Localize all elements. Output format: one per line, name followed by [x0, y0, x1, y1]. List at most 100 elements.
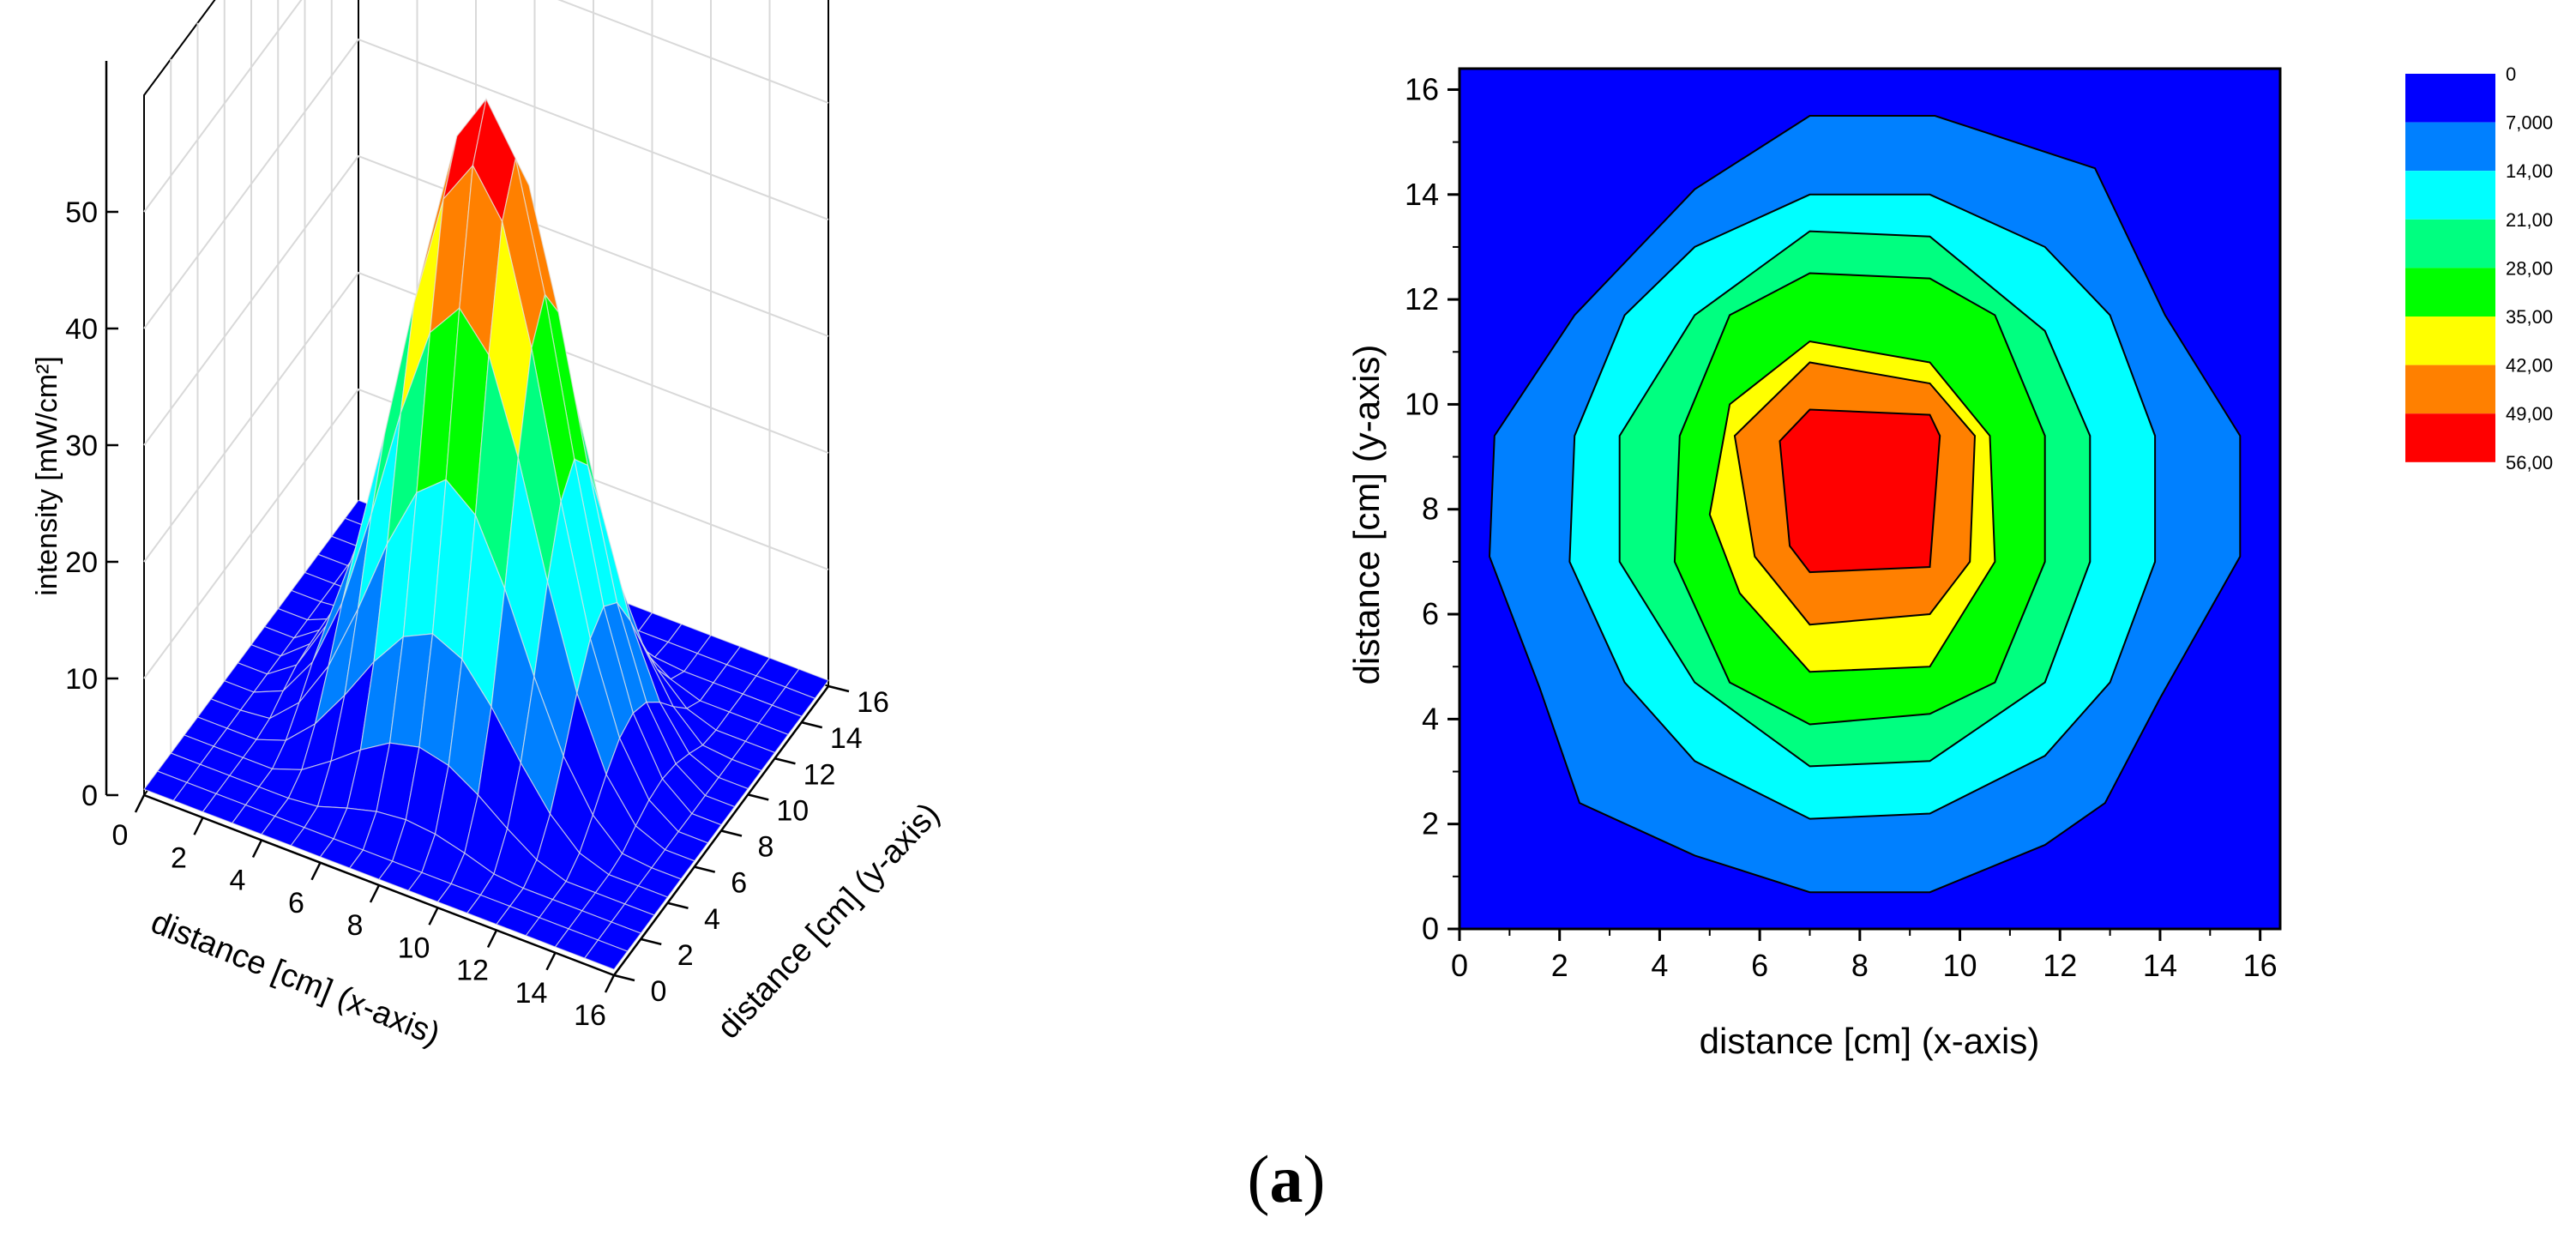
contour-x-tick-label: 4	[1651, 948, 1668, 983]
surface-patch	[583, 939, 629, 970]
contour-y-tick-label: 14	[1405, 177, 1439, 212]
contour-y-tick-label: 12	[1405, 281, 1439, 317]
contour-x-tick-label: 10	[1943, 948, 1977, 983]
surface-z-tick-label: 20	[65, 546, 98, 579]
surface-z-gridline	[143, 154, 829, 446]
contour-band-49	[1779, 408, 1941, 574]
surface-x-tick-label: 0	[112, 819, 129, 852]
surface-y-tick	[694, 865, 716, 873]
surface-z-gridline	[143, 38, 829, 329]
legend-swatch-0	[2405, 74, 2495, 123]
surface-y-tick-label: 2	[677, 939, 694, 972]
contour-y-tick-label: 6	[1422, 596, 1439, 631]
contour-x-axis-label: distance [cm] (x-axis)	[1700, 1021, 2040, 1061]
legend-swatch-6	[2405, 365, 2495, 414]
legend-level-label: 21,00	[2506, 209, 2553, 231]
surface-x-tick-label: 10	[398, 932, 430, 964]
surface-x-tick	[486, 929, 498, 949]
legend-level-label: 7,000	[2506, 112, 2553, 134]
contour-y-tick-label: 4	[1422, 701, 1439, 736]
surface-z-gridline	[143, 388, 829, 679]
surface-y-tick-label: 8	[758, 831, 774, 864]
figure-caption: (a)	[1247, 1142, 1326, 1216]
surface-z-tick-label: 30	[65, 430, 98, 462]
contour-ticks: 0 2 4 6 8 10 12 14 16 0 2 4 6 8 10 12 14 16	[1405, 71, 2278, 983]
surface-z-gridline	[143, 0, 829, 213]
surface-z-gridline	[143, 271, 829, 563]
surface-x-tick	[428, 907, 439, 925]
surface-x-tick	[604, 974, 616, 993]
contour-x-tick-label: 0	[1451, 948, 1468, 983]
legend-level-label: 35,00	[2506, 306, 2553, 328]
contour-y-tick-label: 8	[1422, 491, 1439, 527]
surface-x-tick	[134, 794, 146, 813]
contour-legend: 0 7,000 14,00 21,00 28,00 35,00 42,00 49,00 56,0…	[2405, 63, 2553, 473]
surface-x-tick-label: 14	[515, 977, 548, 1010]
surface-x-tick	[369, 884, 381, 903]
contour-y-tick-label: 16	[1405, 71, 1439, 106]
contour-plot-frame	[1458, 67, 2282, 931]
figure-caption-letter: a	[1269, 1142, 1303, 1216]
surface-y-tick-label: 0	[651, 975, 667, 1008]
legend-swatch-3	[2405, 219, 2495, 268]
legend-swatch-2	[2405, 171, 2495, 220]
contour-y-tick-label: 10	[1405, 386, 1439, 421]
surface-y-tick	[828, 684, 850, 693]
contour-x-tick-label: 8	[1851, 948, 1869, 983]
surface-x-axis-label: distance [cm] (x-axis)	[146, 904, 445, 1052]
contour-y-tick-label: 2	[1422, 806, 1439, 841]
surface-x-tick-label: 16	[574, 999, 606, 1032]
surface-x-tick-label: 2	[171, 841, 187, 874]
contour-x-tick-label: 2	[1551, 948, 1568, 983]
legend-level-label: 0	[2506, 63, 2516, 85]
surface-x-tick	[545, 952, 557, 971]
surface-z-tick-label: 0	[81, 780, 98, 812]
surface-x-tick-label: 4	[230, 865, 246, 897]
surface-y-tick-label: 14	[830, 722, 863, 755]
surface-z-axis-label: intensity [mW/cm²]	[31, 356, 63, 596]
surface-y-tick	[801, 720, 823, 729]
surface-y-tick	[613, 974, 635, 982]
contour-x-tick-label: 12	[2043, 948, 2077, 983]
surface-y-tick-label: 12	[803, 758, 836, 791]
surface-y-tick	[640, 938, 662, 946]
surface-y-tick	[667, 901, 689, 909]
surface-z-tick-label: 50	[65, 196, 98, 229]
legend-level-label: 42,00	[2506, 355, 2553, 377]
surface-y-tick	[747, 793, 769, 801]
surface-y-tick-label: 16	[857, 686, 889, 719]
surface-y-axis-label: distance [cm] (y-axis)	[710, 796, 947, 1046]
contour-y-tick-label: 0	[1422, 911, 1439, 946]
surface-y-tick-label: 4	[704, 903, 720, 936]
contour-y-axis-label: distance [cm] (y-axis)	[1346, 345, 1387, 685]
surface-y-tick	[720, 829, 743, 837]
legend-swatch-7	[2405, 413, 2495, 462]
legend-swatch-5	[2405, 317, 2495, 365]
surface-y-tick-label: 6	[731, 867, 747, 900]
legend-swatch-4	[2405, 268, 2495, 317]
surface-x-tick-label: 12	[456, 955, 489, 987]
surface-z-tick-label: 40	[65, 313, 98, 346]
surface-x-tick-label: 8	[347, 909, 364, 942]
surface-y-tick-label: 10	[776, 794, 809, 827]
surface-x-tick	[310, 862, 322, 881]
contour-x-tick-label: 16	[2243, 948, 2278, 983]
contour-x-tick-label: 6	[1751, 948, 1768, 983]
legend-level-label: 28,00	[2506, 257, 2553, 279]
contour-chart: 0 2 4 6 8 10 12 14 16 0 2 4 6 8 10 12 14 16 distance [cm]…	[1346, 63, 2553, 1061]
surface-x-tick	[251, 839, 263, 859]
legend-level-label: 14,00	[2506, 160, 2553, 182]
legend-level-label: 49,00	[2506, 403, 2553, 425]
surface-z-tick-label: 10	[65, 663, 98, 696]
surface-y-tick	[774, 757, 796, 765]
surface-mesh	[143, 97, 829, 970]
legend-level-label: 56,00	[2506, 452, 2553, 473]
contour-bands	[1488, 115, 2242, 894]
surface-x-tick-label: 6	[288, 887, 304, 919]
legend-swatch-1	[2405, 122, 2495, 172]
contour-x-tick-label: 14	[2143, 948, 2177, 983]
surface-x-tick	[193, 817, 204, 835]
